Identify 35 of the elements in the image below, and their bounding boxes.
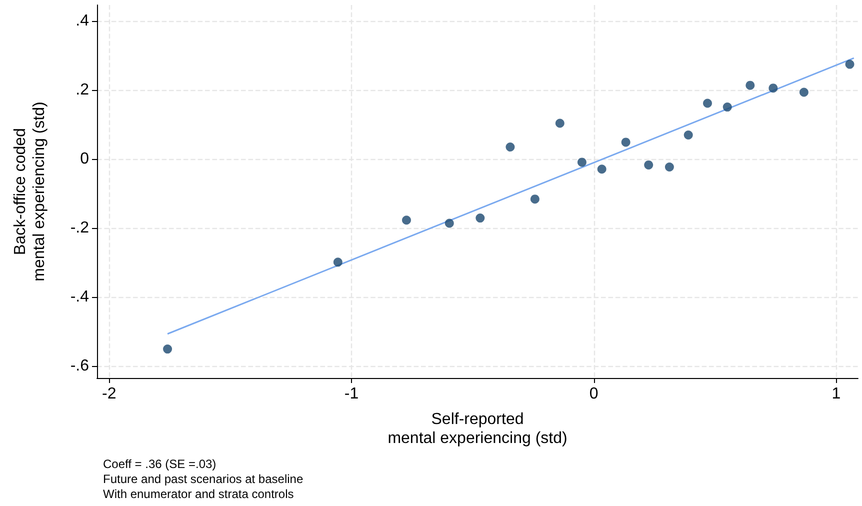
y-tick-label: 0 — [80, 150, 90, 168]
point — [597, 164, 606, 174]
point — [476, 214, 485, 223]
point — [799, 88, 808, 97]
text: Future and past scenarios at baseline — [103, 472, 304, 486]
y-tick-label: -.4 — [70, 288, 90, 306]
x-tick-label: -2 — [102, 386, 116, 402]
y-axis-title: Back-office coded mental experiencing (std) — [12, 102, 48, 282]
point — [506, 142, 515, 152]
text: With enumerator and strata controls — [103, 487, 294, 501]
x-tick-label: 1 — [832, 386, 841, 402]
point — [621, 138, 630, 147]
point — [555, 118, 564, 128]
point — [577, 158, 586, 167]
x-tick-label: 0 — [589, 386, 598, 402]
point — [444, 218, 454, 228]
point — [684, 130, 693, 140]
point — [163, 344, 172, 354]
point — [664, 162, 674, 172]
point — [845, 60, 854, 69]
y-tick-label: -.2 — [70, 220, 90, 237]
point — [402, 216, 411, 225]
point — [746, 80, 755, 90]
point — [530, 194, 540, 204]
point — [703, 98, 712, 108]
text: Coeff = .36 (SE =.03) — [103, 457, 216, 471]
point — [722, 102, 732, 112]
y-tick-label: -.6 — [70, 357, 90, 374]
y-tick-label: .4 — [76, 12, 90, 30]
point — [644, 160, 654, 170]
y-tick-label: .2 — [76, 82, 90, 99]
x-axis-title: Self-reported mental experiencing (std) — [388, 411, 568, 447]
point — [768, 84, 778, 93]
point — [333, 258, 342, 267]
x-tick-label: -1 — [344, 386, 359, 402]
